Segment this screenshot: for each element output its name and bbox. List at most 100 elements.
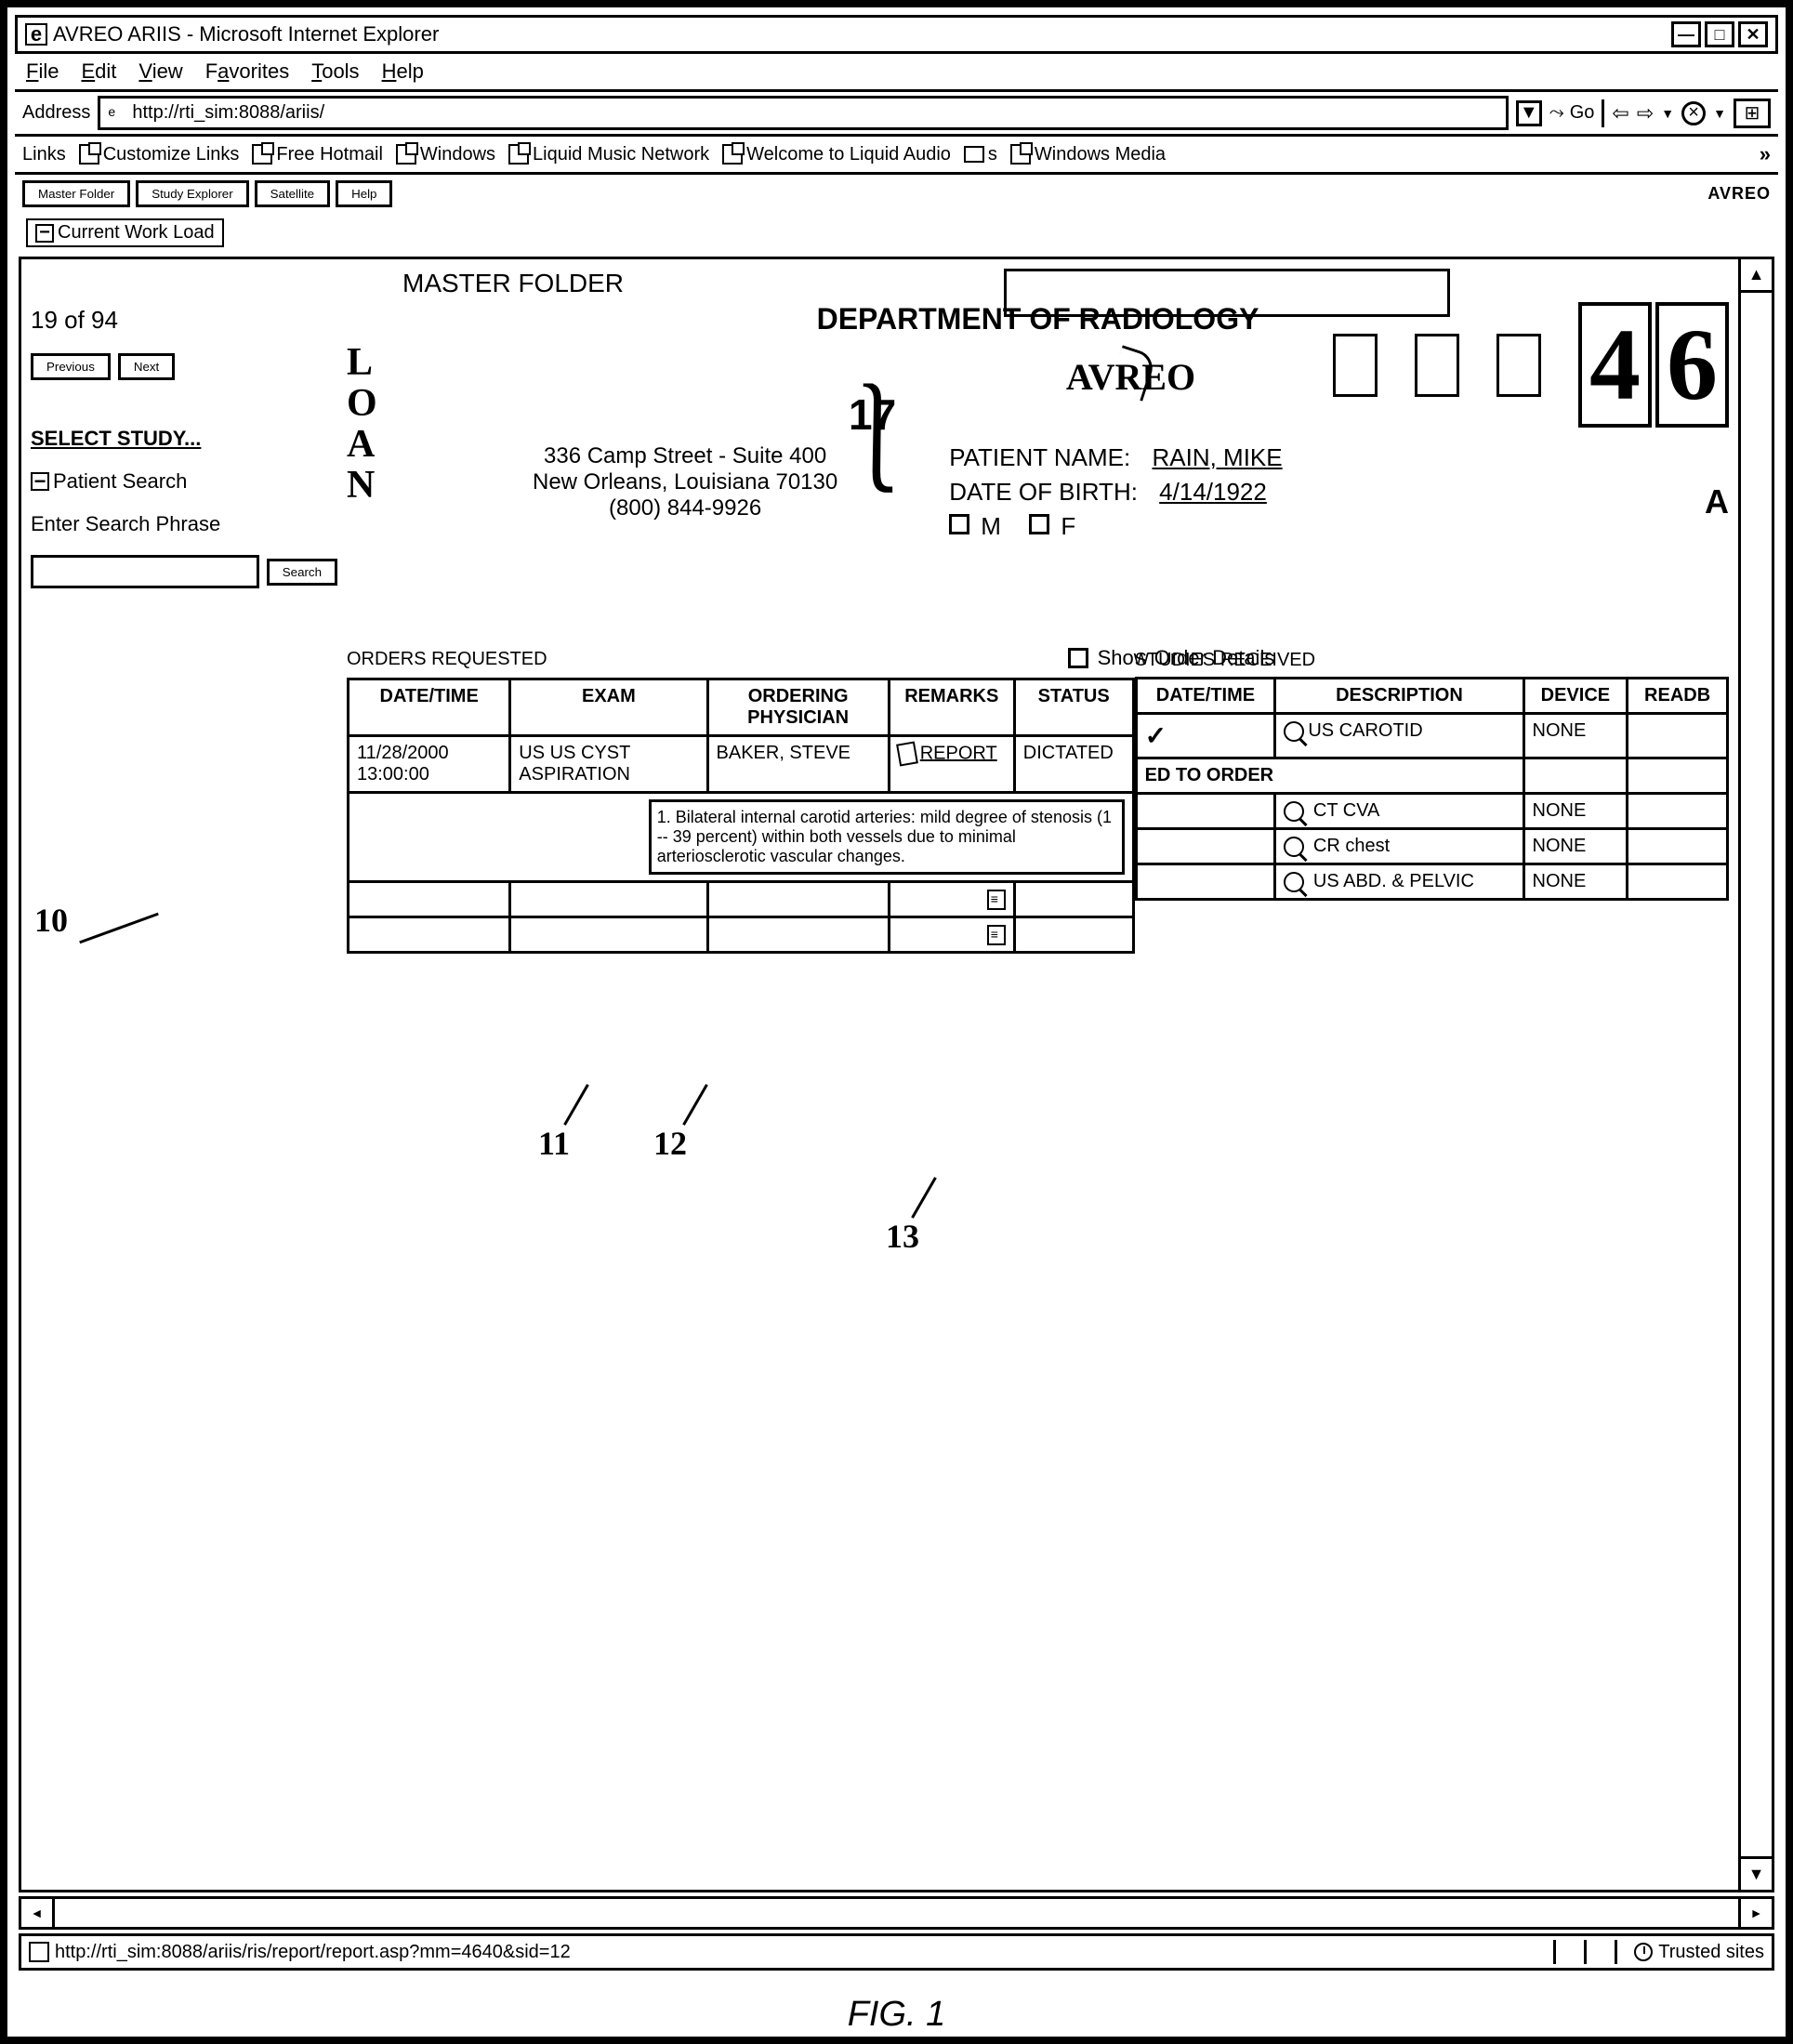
- scroll-up-icon[interactable]: ▲: [1741, 259, 1772, 293]
- magnify-icon[interactable]: [1284, 837, 1304, 857]
- horizontal-scrollbar[interactable]: ◄ ►: [19, 1896, 1774, 1930]
- next-button[interactable]: Next: [118, 353, 175, 380]
- col-readb: READB: [1628, 679, 1728, 714]
- search-button[interactable]: Search: [267, 559, 337, 586]
- go-button[interactable]: ⤳ Go: [1549, 102, 1595, 124]
- search-input[interactable]: [31, 555, 259, 588]
- link-customize[interactable]: Customize Links: [79, 144, 240, 165]
- page-icon: [29, 1942, 49, 1962]
- col-status: STATUS: [1014, 679, 1133, 736]
- menu-help[interactable]: Help: [382, 59, 424, 84]
- vertical-scrollbar[interactable]: ▲ ▼: [1738, 259, 1772, 1890]
- table-row[interactable]: US ABD. & PELVIC NONE: [1136, 864, 1727, 900]
- menu-favorites[interactable]: Favorites: [205, 59, 290, 84]
- help-button[interactable]: Help: [336, 180, 392, 207]
- zone-icon: [1634, 1943, 1653, 1961]
- satellite-button[interactable]: Satellite: [255, 180, 330, 207]
- table-row[interactable]: ✓ US CAROTID NONE: [1136, 714, 1727, 758]
- orders-requested-label: ORDERS REQUESTED: [347, 649, 547, 670]
- menu-tools[interactable]: Tools: [311, 59, 359, 84]
- record-counter: 19 of 94: [31, 306, 337, 335]
- previous-button[interactable]: Previous: [31, 353, 111, 380]
- address-bar: Address e http://rti_sim:8088/ariis/ ▼ ⤳…: [15, 92, 1778, 137]
- table-row[interactable]: [349, 882, 1134, 917]
- scroll-left-icon[interactable]: ◄: [21, 1899, 55, 1927]
- orders-requested-table: DATE/TIME EXAM ORDERING PHYSICIAN REMARK…: [347, 678, 1135, 954]
- link-liquid-music[interactable]: Liquid Music Network: [508, 144, 709, 165]
- col-datetime2: DATE/TIME: [1136, 679, 1275, 714]
- patient-info: PATIENT NAME: RAIN, MIKE DATE OF BIRTH: …: [949, 443, 1282, 547]
- maximize-button[interactable]: □: [1705, 21, 1734, 47]
- address-label: Address: [22, 102, 90, 124]
- col-physician: ORDERING PHYSICIAN: [707, 679, 889, 736]
- patient-name: RAIN, MIKE: [1152, 443, 1282, 472]
- scroll-right-icon[interactable]: ►: [1738, 1899, 1772, 1927]
- link-folder-s[interactable]: s: [964, 144, 997, 165]
- magnify-icon[interactable]: [1284, 721, 1304, 742]
- sidebar: 19 of 94 Previous Next SELECT STUDY... −…: [31, 269, 337, 1880]
- sex-f-checkbox[interactable]: [1029, 514, 1049, 534]
- table-row[interactable]: 11/28/2000 13:00:00 US US CYST ASPIRATIO…: [349, 736, 1134, 793]
- link-windows[interactable]: Windows: [396, 144, 495, 165]
- ie-icon: e: [25, 23, 47, 46]
- window-title: AVREO ARIIS - Microsoft Internet Explore…: [53, 22, 439, 46]
- menu-edit[interactable]: Edit: [81, 59, 116, 84]
- callout-11: 11: [538, 1124, 570, 1163]
- table-row[interactable]: CT CVA NONE: [1136, 794, 1727, 829]
- status-url: http://rti_sim:8088/ariis/ris/report/rep…: [55, 1942, 571, 1963]
- expanded-row: 1. Bilateral internal carotid arteries: …: [349, 793, 1134, 882]
- address-dropdown-icon[interactable]: ▼: [1516, 100, 1542, 126]
- patient-dob: 4/14/1922: [1159, 478, 1267, 507]
- workload-label[interactable]: −Current Work Load: [26, 218, 224, 247]
- study-explorer-button[interactable]: Study Explorer: [136, 180, 248, 207]
- scroll-down-icon[interactable]: ▼: [1741, 1856, 1772, 1890]
- doc-icon[interactable]: [987, 925, 1006, 945]
- loan-letters: LOAN: [347, 343, 377, 505]
- table-row[interactable]: [349, 917, 1134, 953]
- col-device: DEVICE: [1523, 679, 1628, 714]
- master-folder-button[interactable]: Master Folder: [22, 180, 130, 207]
- figure-label: FIG. 1: [848, 1995, 946, 2035]
- links-bar: Links Customize Links Free Hotmail Windo…: [15, 137, 1778, 175]
- avreo-logo: AVREO: [1066, 355, 1195, 399]
- callout-a: A: [1705, 482, 1729, 521]
- studies-received-label: STUDIES RECEIVED: [1135, 650, 1729, 671]
- col-exam: EXAM: [510, 679, 707, 736]
- sex-m-checkbox[interactable]: [949, 514, 969, 534]
- menu-file[interactable]: File: [26, 59, 59, 84]
- back-icon[interactable]: ⇦: [1612, 101, 1628, 125]
- forward-icon[interactable]: ⇨: [1637, 101, 1654, 125]
- main-panel: MASTER FOLDER DEPARTMENT OF RADIOLOGY 46…: [347, 269, 1729, 1880]
- link-liquid-audio[interactable]: Welcome to Liquid Audio: [722, 144, 951, 165]
- select-study-label: SELECT STUDY...: [31, 427, 337, 451]
- magnify-icon[interactable]: [1284, 801, 1304, 822]
- table-row[interactable]: ED TO ORDER: [1136, 758, 1727, 794]
- magnify-icon[interactable]: [1284, 872, 1304, 892]
- doc-icon[interactable]: [987, 890, 1006, 910]
- menu-view[interactable]: View: [138, 59, 182, 84]
- close-button[interactable]: ✕: [1738, 21, 1768, 47]
- patient-search-label[interactable]: −Patient Search: [31, 469, 337, 494]
- link-hotmail[interactable]: Free Hotmail: [252, 144, 382, 165]
- collapse-icon[interactable]: −: [35, 224, 54, 243]
- brand-logo: AVREO: [1707, 184, 1771, 204]
- app-toolbar: Master Folder Study Explorer Satellite H…: [15, 175, 1778, 213]
- status-bar: http://rti_sim:8088/ariis/ris/report/rep…: [19, 1933, 1774, 1971]
- table-row[interactable]: CR chest NONE: [1136, 829, 1727, 864]
- callout-17: 17: [849, 389, 896, 440]
- throbber-icon: ⊞: [1734, 99, 1771, 128]
- links-overflow-icon[interactable]: »: [1760, 142, 1771, 166]
- col-remarks: REMARKS: [889, 679, 1014, 736]
- studies-received-table: DATE/TIME DESCRIPTION DEVICE READB ✓ US …: [1135, 677, 1729, 901]
- check-icon: ✓: [1145, 721, 1167, 750]
- links-label: Links: [22, 144, 66, 165]
- digit-boxes: 46: [1333, 302, 1729, 428]
- address-input[interactable]: e http://rti_sim:8088/ariis/: [98, 96, 1508, 130]
- trusted-sites-label: Trusted sites: [1658, 1942, 1764, 1963]
- tag-icon[interactable]: [896, 741, 918, 766]
- link-windows-media[interactable]: Windows Media: [1010, 144, 1166, 165]
- minimize-button[interactable]: —: [1671, 21, 1701, 47]
- col-description: DESCRIPTION: [1275, 679, 1523, 714]
- stop-icon[interactable]: ×: [1681, 101, 1706, 125]
- menu-bar: File Edit View Favorites Tools Help: [15, 54, 1778, 92]
